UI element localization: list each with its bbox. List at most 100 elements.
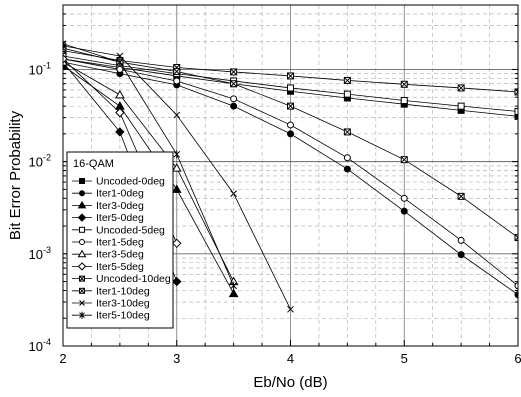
data-point xyxy=(115,89,125,99)
circle-marker xyxy=(287,121,294,129)
data-point xyxy=(115,107,125,118)
data-point xyxy=(287,72,294,80)
data-point xyxy=(172,238,182,249)
data-point xyxy=(287,84,294,92)
asterisk-marker xyxy=(116,58,124,67)
circle-marker xyxy=(230,102,238,110)
cross-marker xyxy=(457,193,465,200)
legend-label: Iter5-5deg xyxy=(96,261,144,273)
data-point xyxy=(173,150,181,159)
asterisk-marker xyxy=(173,150,181,159)
data-point xyxy=(230,281,237,290)
y-tick-label: 10 xyxy=(29,247,43,262)
legend-entry: Iter3-0deg xyxy=(72,200,144,212)
square-marker xyxy=(79,226,85,233)
series-layer xyxy=(63,39,518,313)
data-point xyxy=(343,90,351,98)
legend-label: Iter3-10deg xyxy=(96,298,150,310)
series-Iter3-10deg xyxy=(63,42,294,313)
legend-entry: Uncoded-0deg xyxy=(72,176,165,188)
data-point xyxy=(514,282,518,290)
y-tick-label: 10 xyxy=(29,62,43,77)
data-point xyxy=(457,192,465,200)
legend-entries: Uncoded-0degIter1-0degIter3-0degIter5-0d… xyxy=(72,176,171,322)
cross-marker xyxy=(287,102,294,110)
circle-marker xyxy=(514,282,518,290)
legend-entry: Iter1-5deg xyxy=(72,237,144,249)
data-point xyxy=(173,77,181,85)
data-point xyxy=(79,287,85,294)
square-marker xyxy=(514,112,518,120)
square-marker xyxy=(287,84,294,92)
data-point xyxy=(287,121,294,129)
circle-marker xyxy=(343,165,351,173)
legend-entry: Uncoded-10deg xyxy=(72,273,171,285)
circle-marker xyxy=(514,291,518,299)
data-point xyxy=(400,194,408,202)
data-point xyxy=(457,102,465,110)
data-point xyxy=(77,213,87,222)
data-point xyxy=(230,102,238,110)
y-tick-exponent: -4 xyxy=(43,337,51,347)
diamond-marker xyxy=(115,127,125,137)
cross-marker xyxy=(287,72,294,80)
circle-marker xyxy=(173,77,181,85)
legend-label: Iter1-5deg xyxy=(96,237,144,249)
data-point xyxy=(173,111,181,119)
cross-marker xyxy=(63,42,67,50)
legend: 16-QAM Uncoded-0degIter1-0degIter3-0degI… xyxy=(66,151,174,329)
data-point xyxy=(514,112,518,120)
legend-label: Iter1-0deg xyxy=(96,188,144,200)
diamond-marker xyxy=(172,238,182,249)
triangle-marker xyxy=(115,89,125,99)
legend-entry: Iter5-10deg xyxy=(72,310,150,322)
cross-marker xyxy=(79,287,85,294)
cross-marker xyxy=(173,111,181,119)
series-Iter1-10deg xyxy=(63,44,518,242)
data-point xyxy=(116,52,124,60)
data-point xyxy=(400,156,408,164)
data-point xyxy=(172,276,182,287)
circle-marker xyxy=(287,130,294,138)
cross-marker xyxy=(116,52,124,60)
legend-label: Iter3-0deg xyxy=(96,200,144,212)
cross-marker xyxy=(400,80,408,88)
legend-label: Iter3-5deg xyxy=(96,249,144,261)
asterisk-marker xyxy=(230,281,237,290)
legend-label: Uncoded-0deg xyxy=(96,176,165,188)
data-point xyxy=(343,76,351,84)
data-point xyxy=(171,184,182,193)
data-point xyxy=(343,128,351,136)
data-point xyxy=(400,97,408,105)
data-point xyxy=(230,190,237,197)
x-tick-label: 4 xyxy=(287,351,294,366)
data-point xyxy=(116,65,124,73)
data-point xyxy=(79,275,85,282)
cross-marker xyxy=(400,156,408,164)
data-point xyxy=(230,95,238,103)
data-point xyxy=(400,80,408,88)
triangle-marker xyxy=(171,184,182,193)
y-tick-label: 10 xyxy=(29,155,43,170)
cross-marker xyxy=(230,80,237,88)
diamond-marker xyxy=(115,107,125,118)
data-point xyxy=(457,236,465,244)
cross-marker xyxy=(514,234,518,241)
y-axis-title: Bit Error Probability xyxy=(7,110,24,240)
circle-marker xyxy=(400,207,408,215)
data-point xyxy=(116,58,124,67)
legend-label: Iter5-0deg xyxy=(96,212,144,224)
y-tick-exponent: -2 xyxy=(43,153,51,163)
cross-marker xyxy=(344,128,351,136)
data-point xyxy=(79,311,85,319)
triangle-marker xyxy=(228,288,239,298)
circle-marker xyxy=(343,154,351,162)
data-point xyxy=(79,178,85,184)
data-point xyxy=(343,165,351,173)
legend-entry: Iter3-10deg xyxy=(72,298,150,310)
legend-entry: Iter5-5deg xyxy=(72,261,144,273)
data-point xyxy=(287,102,294,110)
circle-marker xyxy=(457,236,465,244)
legend-entry: Iter1-0deg xyxy=(72,188,144,200)
